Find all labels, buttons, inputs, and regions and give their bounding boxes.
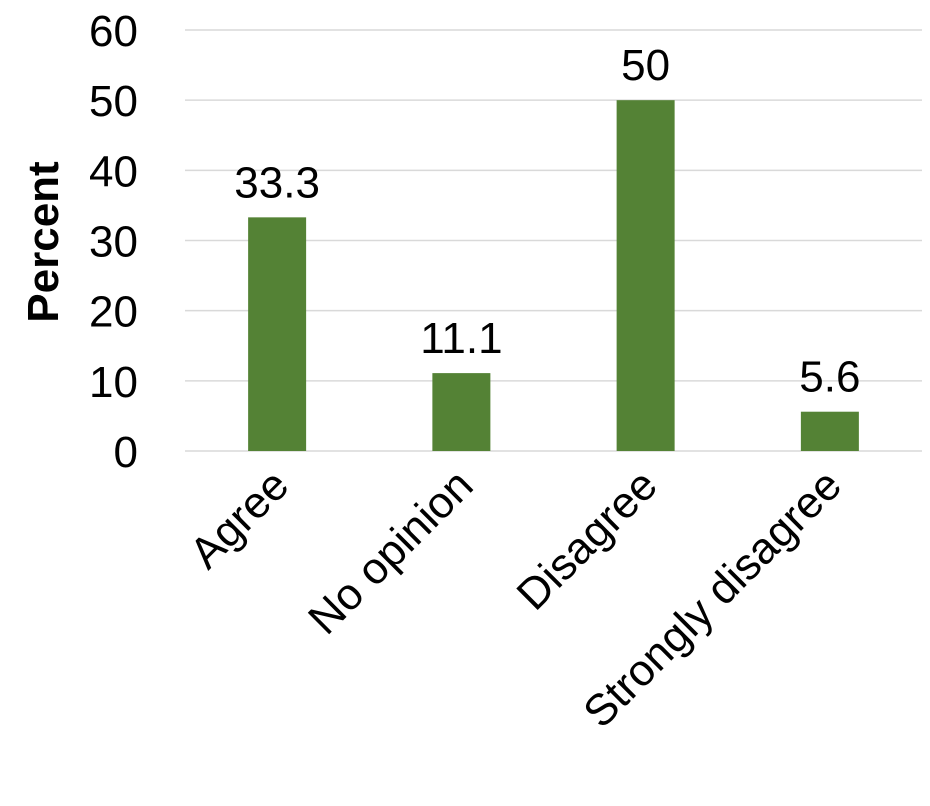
data-label: 33.3 bbox=[234, 158, 320, 207]
y-tick-label: 50 bbox=[89, 77, 138, 126]
bars bbox=[248, 100, 859, 452]
y-axis-title: Percent bbox=[19, 161, 68, 323]
bar-3 bbox=[616, 100, 675, 452]
y-tick-label: 30 bbox=[89, 218, 138, 267]
y-tick-label: 60 bbox=[89, 7, 138, 56]
y-tick-label: 40 bbox=[89, 147, 138, 196]
y-tick-label: 0 bbox=[114, 428, 138, 477]
bar-4 bbox=[800, 411, 859, 451]
data-label: 50 bbox=[621, 41, 670, 90]
bar-2 bbox=[432, 373, 491, 451]
data-label: 5.6 bbox=[799, 353, 860, 402]
y-axis-ticks: 0 10 20 30 40 50 60 bbox=[89, 7, 138, 477]
x-tick-label: Disagree bbox=[508, 460, 667, 619]
bar-1 bbox=[248, 217, 307, 451]
data-labels: 33.3 11.1 50 5.6 bbox=[234, 41, 860, 402]
x-tick-label: No opinion bbox=[299, 460, 482, 643]
x-tick-label: Agree bbox=[181, 460, 299, 578]
y-tick-label: 20 bbox=[89, 288, 138, 337]
y-tick-label: 10 bbox=[89, 358, 138, 407]
data-label: 11.1 bbox=[420, 314, 502, 363]
gridlines bbox=[185, 29, 922, 452]
